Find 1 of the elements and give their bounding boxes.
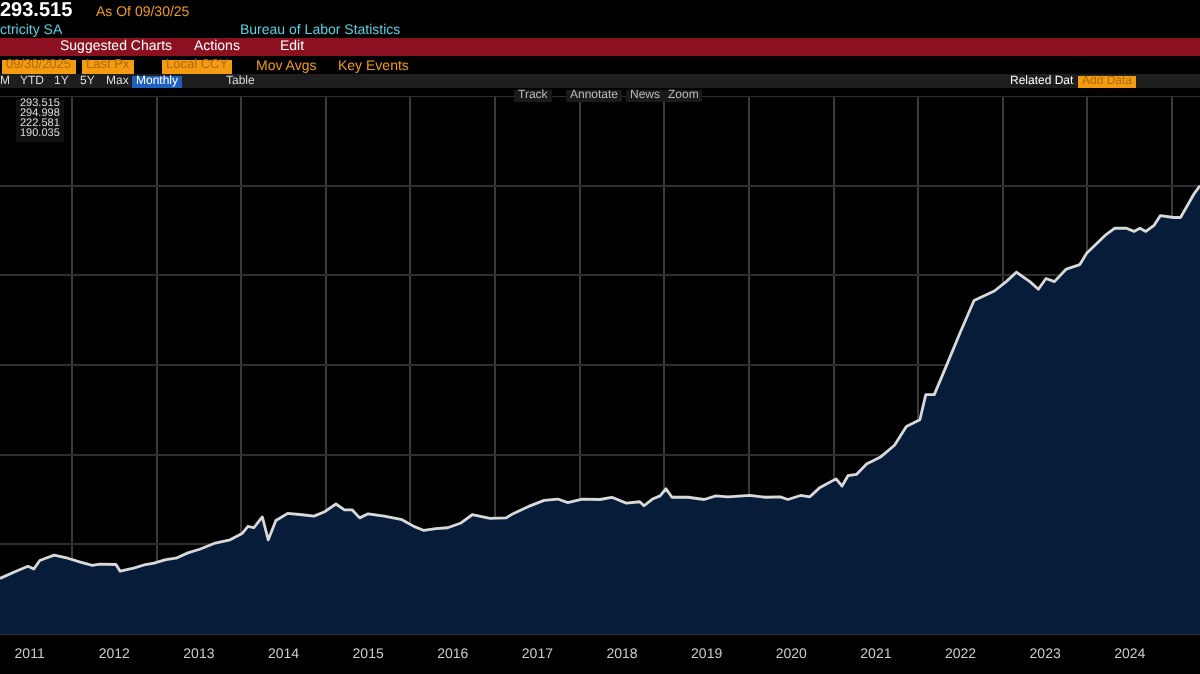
text: 293.515: [0, 0, 73, 22]
